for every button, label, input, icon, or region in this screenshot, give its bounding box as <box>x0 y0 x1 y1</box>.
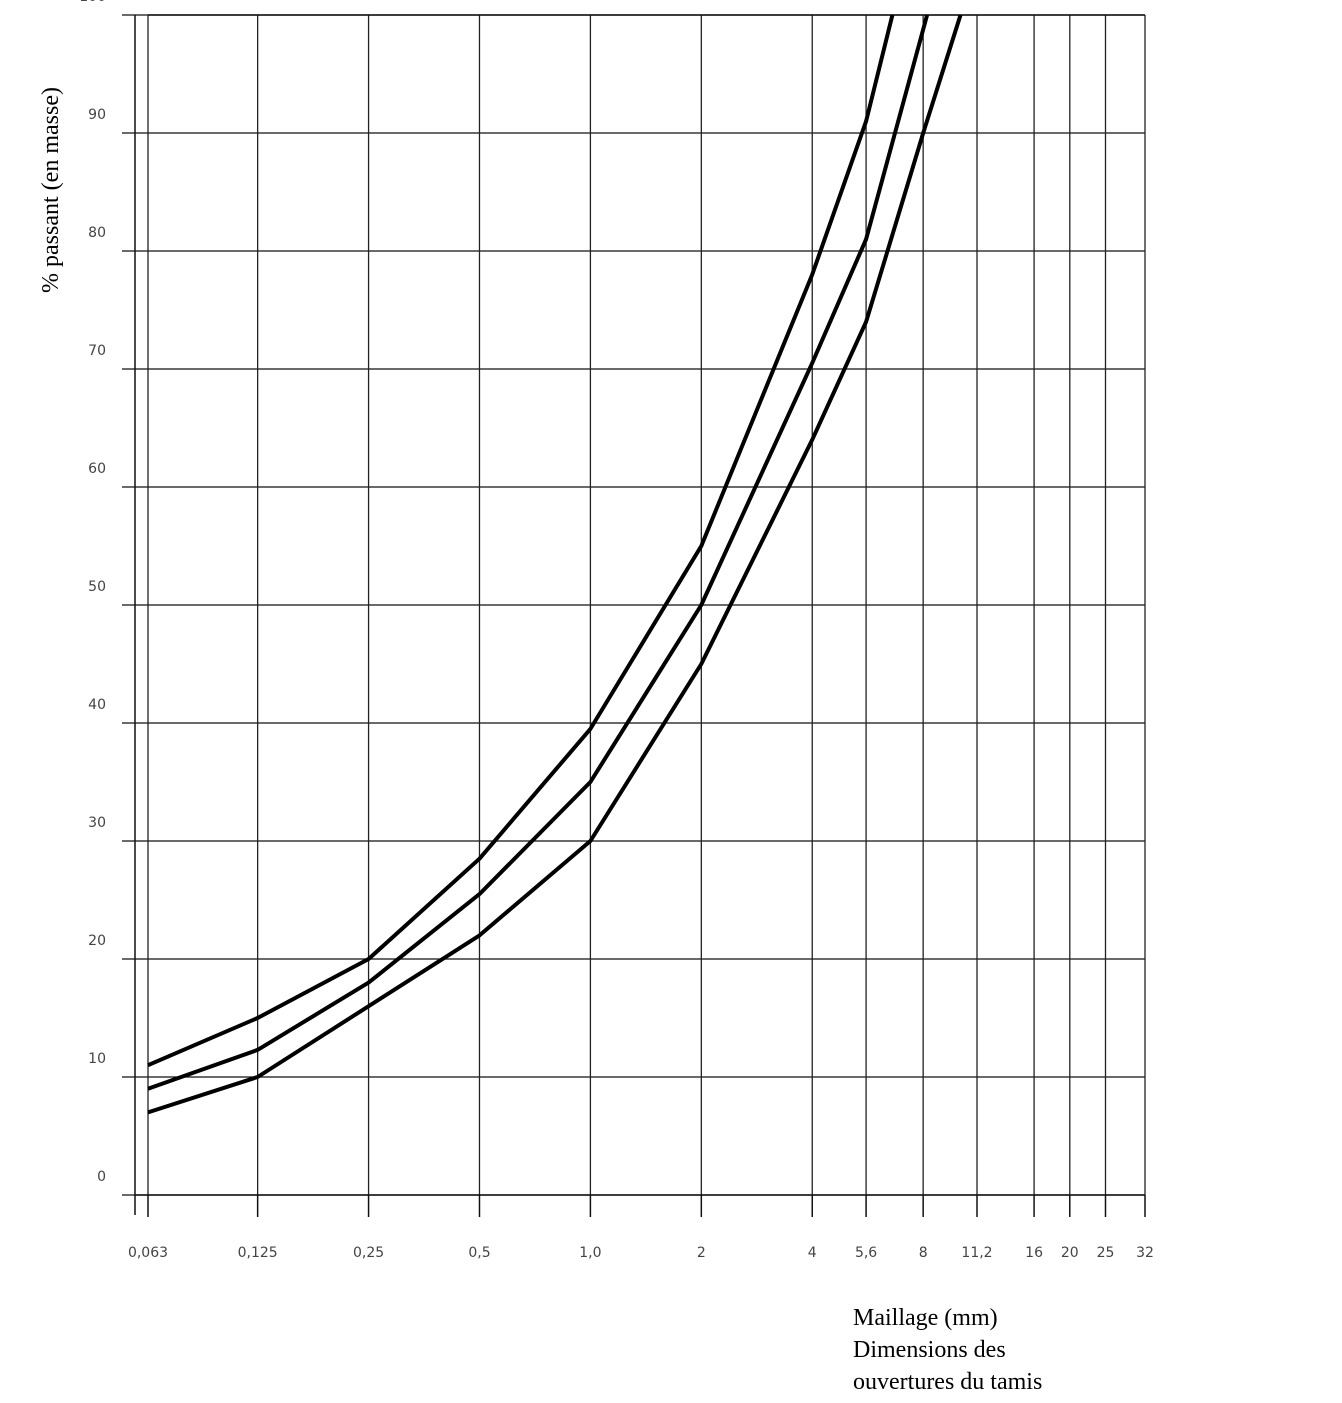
x-tick-label: 11,2 <box>961 1245 992 1261</box>
x-tick-label: 0,25 <box>353 1245 384 1261</box>
y-tick-label: 20 <box>88 933 106 949</box>
x-tick-label: 0,5 <box>468 1245 490 1261</box>
x-axis-label: Maillage (mm) <box>853 1305 998 1331</box>
curve <box>147 14 895 1068</box>
y-tick-label: 10 <box>88 1051 106 1067</box>
y-tick-label: 80 <box>88 225 106 241</box>
x-tick-label: 5,6 <box>855 1245 877 1261</box>
x-tick-label: 25 <box>1097 1245 1115 1261</box>
x-tick-label: 20 <box>1061 1245 1079 1261</box>
x-tick-label: 8 <box>919 1245 928 1261</box>
curve <box>147 14 963 1115</box>
y-tick-label: 70 <box>88 343 106 359</box>
x-tick-label: 0,063 <box>128 1245 168 1261</box>
x-tick-label: 4 <box>808 1245 817 1261</box>
x-axis-label: Dimensions des <box>853 1337 1006 1363</box>
x-tick-label: 0,125 <box>238 1245 278 1261</box>
y-tick-label: 90 <box>88 107 106 123</box>
x-axis-label: ouvertures du tamis <box>853 1369 1042 1395</box>
x-tick-label: 2 <box>697 1245 706 1261</box>
x-tick-label: 16 <box>1025 1245 1043 1261</box>
y-tick-label: 50 <box>88 579 106 595</box>
y-tick-label: 60 <box>88 461 106 477</box>
x-tick-label: 32 <box>1136 1245 1154 1261</box>
x-tick-label: 1,0 <box>579 1245 601 1261</box>
y-tick-label: 40 <box>88 697 106 713</box>
y-tick-label: 0 <box>97 1169 106 1185</box>
y-tick-label: 30 <box>88 815 106 831</box>
y-tick-label: 100 <box>79 0 106 5</box>
curve <box>147 14 930 1091</box>
y-axis-label: % passant (en masse) <box>38 87 64 293</box>
